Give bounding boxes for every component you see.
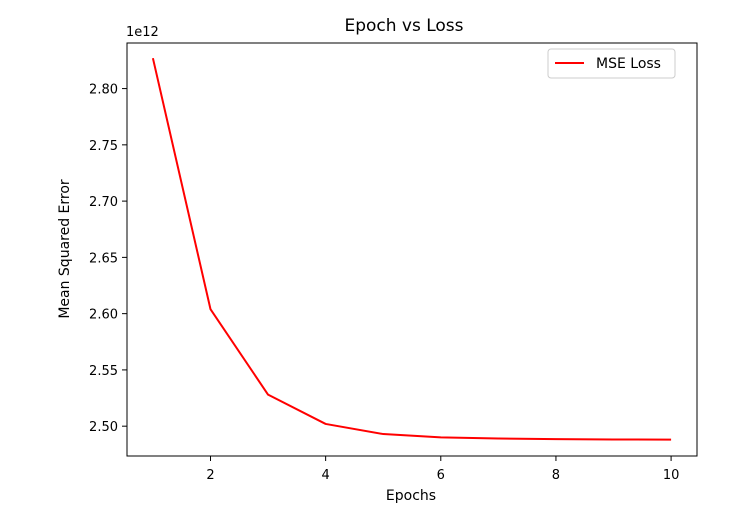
x-tick-label: 10 (663, 468, 680, 483)
x-tick-label: 2 (206, 468, 214, 483)
x-axis: 2 4 6 8 10 (206, 456, 679, 483)
series-line-mse-loss (151, 57, 672, 441)
y-tick-label: 2.60 (89, 308, 118, 323)
chart-title: Epoch vs Loss (344, 16, 463, 36)
series-group (151, 57, 672, 441)
y-axis-label: Mean Squared Error (57, 179, 73, 319)
y-axis-offset-label: 1e12 (126, 25, 159, 40)
x-tick-label: 6 (437, 468, 445, 483)
x-axis-label: Epochs (386, 488, 436, 504)
y-tick-label: 2.70 (89, 195, 118, 210)
y-tick-label: 2.55 (89, 364, 118, 379)
legend-label-mse-loss: MSE Loss (596, 56, 661, 72)
y-tick-label: 2.80 (89, 83, 118, 98)
x-tick-label: 8 (552, 468, 560, 483)
y-tick-label: 2.50 (89, 420, 118, 435)
plot-area: 2 4 6 8 10 2.50 2.55 2.60 2.65 2.70 2.75 2.80 (89, 42, 698, 483)
y-tick-label: 2.65 (89, 251, 118, 266)
legend-box (547, 48, 676, 79)
legend: MSE Loss (547, 48, 676, 79)
x-tick-label: 4 (321, 468, 329, 483)
y-tick-label: 2.75 (89, 139, 118, 154)
y-axis: 2.50 2.55 2.60 2.65 2.70 2.75 2.80 (89, 83, 127, 435)
plot-frame (126, 42, 698, 457)
